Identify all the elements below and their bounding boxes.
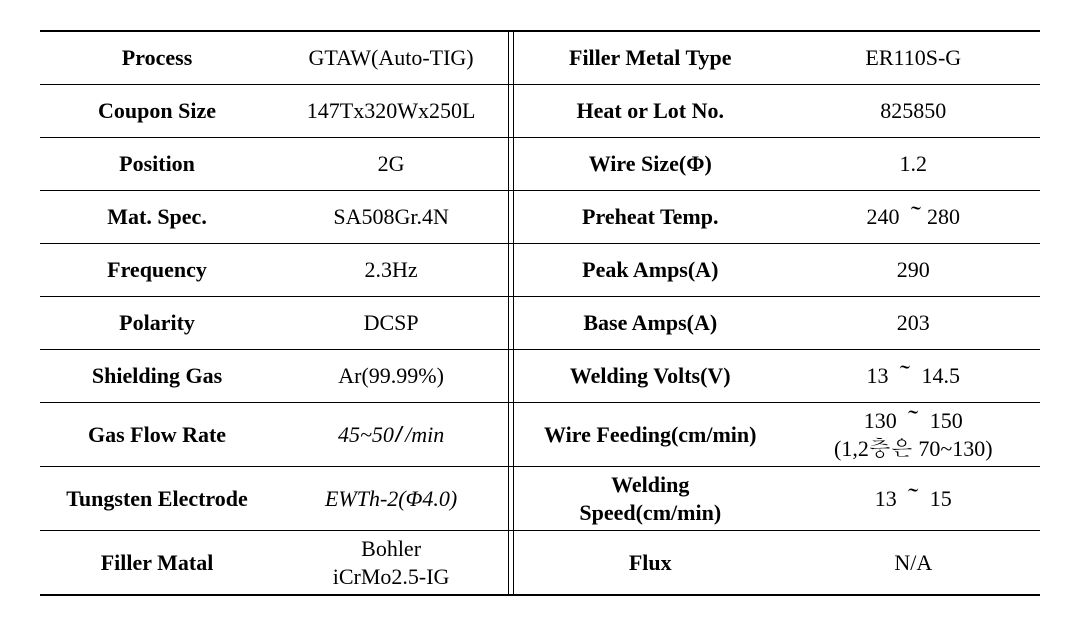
table-row: Tungsten ElectrodeEWTh-2(Φ4.0)WeldingSpe… [40, 467, 1040, 531]
param-label-l2: Wire Size(Φ) [514, 138, 787, 190]
param-label-l1: Process [40, 32, 274, 84]
param-label-l2: Welding Volts(V) [514, 350, 787, 402]
param-label-l2: Filler Metal Type [514, 32, 787, 84]
param-value-v2: 290 [787, 244, 1040, 296]
welding-parameters-table: ProcessGTAW(Auto-TIG)Filler Metal TypeER… [40, 30, 1040, 596]
param-value-v1: DCSP [274, 297, 508, 349]
table-row: Coupon Size147Tx320Wx250LHeat or Lot No.… [40, 85, 1040, 138]
param-label-l1: Mat. Spec. [40, 191, 274, 243]
param-label-l2: Flux [514, 531, 787, 594]
column-divider [508, 191, 514, 243]
table-row: Shielding GasAr(99.99%)Welding Volts(V)1… [40, 350, 1040, 403]
param-value-v2: 1.2 [787, 138, 1040, 190]
table-row: Frequency2.3HzPeak Amps(A)290 [40, 244, 1040, 297]
param-label-l1: Filler Matal [40, 531, 274, 594]
param-label-l2: Wire Feeding(cm/min) [514, 403, 787, 466]
param-value-v2: ER110S-G [787, 32, 1040, 84]
param-value-v1: GTAW(Auto-TIG) [274, 32, 508, 84]
param-label-l1: Position [40, 138, 274, 190]
param-label-l1: Coupon Size [40, 85, 274, 137]
param-label-l2: WeldingSpeed(cm/min) [514, 467, 787, 530]
table-row: Position2GWire Size(Φ)1.2 [40, 138, 1040, 191]
param-value-v2: 13 ～ 14.5 [787, 350, 1040, 402]
param-label-l2: Heat or Lot No. [514, 85, 787, 137]
column-divider [508, 350, 514, 402]
table-row: Filler MatalBohleriCrMo2.5-IGFluxN/A [40, 531, 1040, 596]
column-divider [508, 32, 514, 84]
column-divider [508, 244, 514, 296]
param-value-v1: SA508Gr.4N [274, 191, 508, 243]
param-value-v1: 2.3Hz [274, 244, 508, 296]
param-value-v2: 825850 [787, 85, 1040, 137]
param-label-l1: Polarity [40, 297, 274, 349]
param-label-l2: Preheat Temp. [514, 191, 787, 243]
column-divider [508, 403, 514, 466]
param-label-l1: Tungsten Electrode [40, 467, 274, 530]
param-value-v1: EWTh-2(Φ4.0) [274, 467, 508, 530]
column-divider [508, 531, 514, 594]
table-row: PolarityDCSPBase Amps(A)203 [40, 297, 1040, 350]
param-value-v2: 13 ～ 15 [787, 467, 1040, 530]
table-row: Mat. Spec.SA508Gr.4NPreheat Temp.240 ～28… [40, 191, 1040, 244]
param-value-v2: 240 ～280 [787, 191, 1040, 243]
param-value-v2: N/A [787, 531, 1040, 594]
param-value-v1: 45~50𝑙 /min [274, 403, 508, 466]
param-label-l1: Gas Flow Rate [40, 403, 274, 466]
param-value-v2: 203 [787, 297, 1040, 349]
param-label-l1: Shielding Gas [40, 350, 274, 402]
param-label-l1: Frequency [40, 244, 274, 296]
column-divider [508, 138, 514, 190]
column-divider [508, 85, 514, 137]
param-label-l2: Peak Amps(A) [514, 244, 787, 296]
param-value-v1: 147Tx320Wx250L [274, 85, 508, 137]
param-value-v1: Ar(99.99%) [274, 350, 508, 402]
column-divider [508, 467, 514, 530]
param-value-v2: 130 ～ 150(1,2층은 70~130) [787, 403, 1040, 466]
param-label-l2: Base Amps(A) [514, 297, 787, 349]
param-value-v1: 2G [274, 138, 508, 190]
param-value-v1: BohleriCrMo2.5-IG [274, 531, 508, 594]
column-divider [508, 297, 514, 349]
table-row: Gas Flow Rate45~50𝑙 /minWire Feeding(cm/… [40, 403, 1040, 467]
table-row: ProcessGTAW(Auto-TIG)Filler Metal TypeER… [40, 30, 1040, 85]
